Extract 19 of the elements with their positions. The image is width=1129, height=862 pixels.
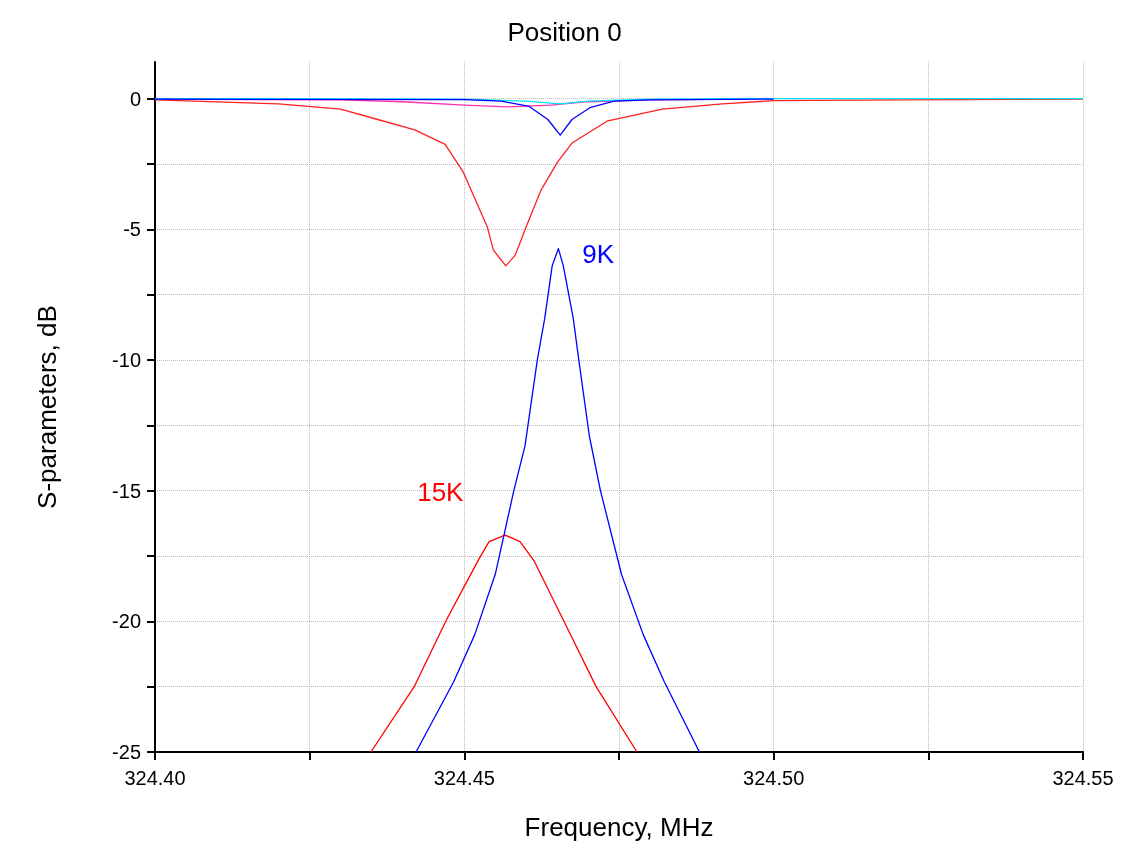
line-series [415, 247, 701, 753]
series-label: 15K [417, 477, 465, 508]
chart-title: Position 0 [507, 17, 622, 47]
y-tick-label: -20 [112, 610, 141, 633]
series-label: 9K [582, 238, 615, 269]
y-tick-label: -15 [112, 479, 141, 502]
line-series [154, 98, 775, 136]
x-tick-label: 324.55 [1052, 767, 1114, 789]
y-tick-label: -25 [112, 741, 141, 763]
x-tick-label: 324.40 [124, 767, 186, 789]
x-tick-label: 324.50 [743, 767, 805, 789]
y-tick-label: 0 [129, 87, 141, 110]
x-axis-title: Frequency, MHz [524, 812, 714, 842]
line-series [154, 98, 1084, 267]
y-tick-label: -5 [123, 218, 141, 241]
y-tick-label: -10 [112, 348, 141, 371]
x-tick-label: 324.45 [433, 767, 495, 789]
line-series [370, 534, 638, 753]
y-axis-title: S-parameters, dB [32, 305, 62, 509]
